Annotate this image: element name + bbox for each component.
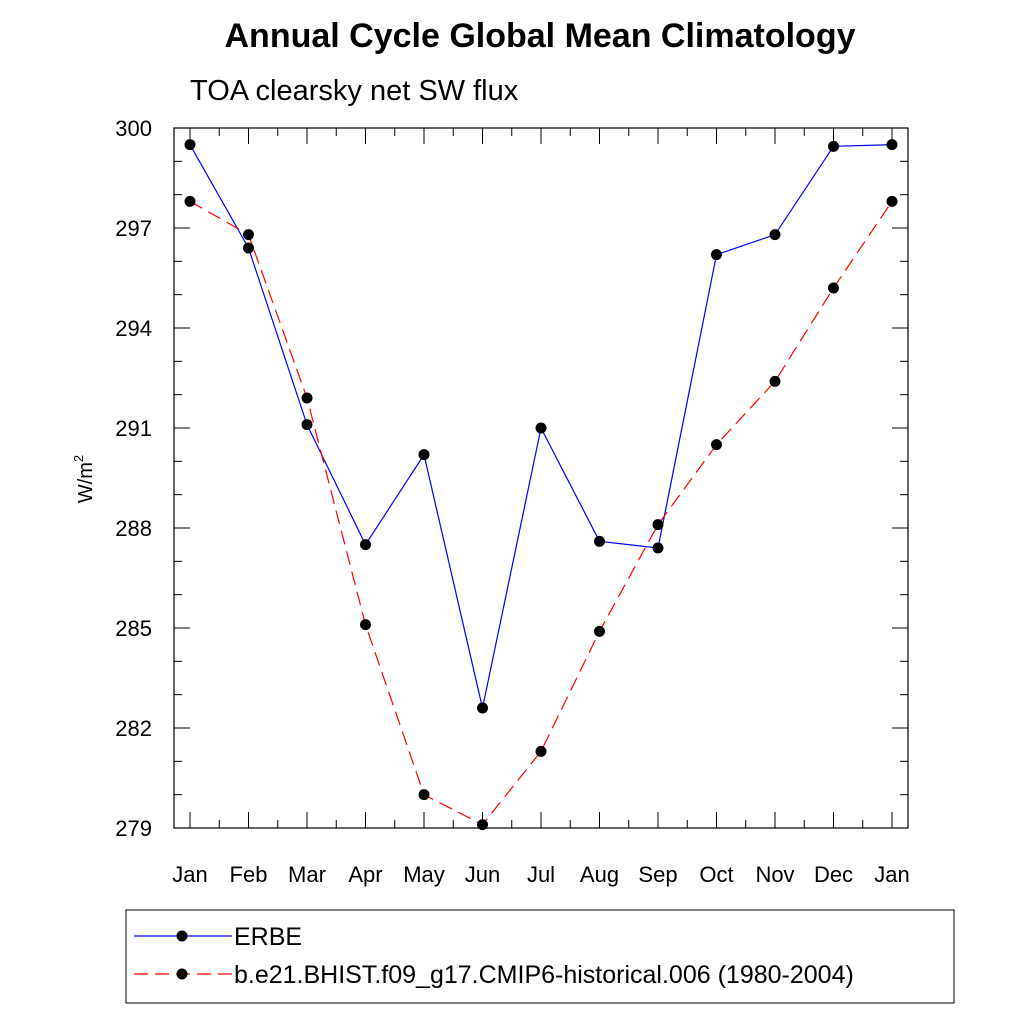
data-point-series-0 — [652, 542, 664, 554]
x-tick-label: Mar — [288, 862, 326, 887]
x-tick-label: Jan — [172, 862, 207, 887]
plot-frame — [173, 127, 909, 829]
data-point-series-1 — [886, 195, 898, 207]
data-point-series-0 — [769, 229, 781, 241]
x-tick-label: Jun — [465, 862, 500, 887]
y-tick-labels: 279 282 285 288 291 294 297 300 — [115, 116, 152, 841]
legend-label-0: ERBE — [234, 923, 302, 951]
y-tick-label: 288 — [115, 516, 152, 541]
data-point-series-0 — [535, 422, 547, 434]
data-point-series-1 — [418, 789, 430, 801]
y-tick-label: 291 — [115, 416, 152, 441]
data-point-series-0 — [886, 139, 898, 151]
data-point-series-0 — [243, 242, 254, 254]
y-axis-label-superscript: 2 — [71, 455, 86, 462]
data-point-series-0 — [301, 419, 313, 431]
data-point-series-1 — [360, 619, 371, 631]
legend-box — [125, 909, 955, 1004]
legend-marker-0 — [176, 930, 188, 942]
data-point-series-1 — [243, 229, 254, 241]
data-point-series-0 — [711, 249, 722, 261]
data-point-series-1 — [477, 819, 488, 831]
data-point-series-1 — [828, 282, 839, 294]
chart-title: Annual Cycle Global Mean Climatology — [225, 17, 856, 55]
x-tick-label: Dec — [814, 862, 853, 887]
data-point-series-0 — [360, 539, 371, 551]
series-markers — [184, 139, 898, 831]
data-point-series-1 — [769, 375, 781, 387]
x-tick-label: Aug — [580, 862, 619, 887]
series-line-1 — [189, 200, 893, 826]
data-point-series-0 — [594, 535, 605, 547]
x-tick-labels: Jan Feb Mar Apr May Jun Jul Aug Sep Oct Nov Dec Jan — [172, 862, 909, 887]
legend-marker-1 — [176, 968, 188, 980]
y-axis-label: W/m — [75, 462, 97, 503]
data-point-series-1 — [184, 195, 196, 207]
data-point-series-1 — [535, 745, 547, 757]
x-tick-label: Jan — [874, 862, 909, 887]
legend-label-1: b.e21.BHIST.f09_g17.CMIP6-historical.006… — [234, 961, 854, 989]
axis-ticks — [174, 127, 908, 829]
x-tick-label: Apr — [348, 862, 382, 887]
series-lines — [189, 144, 893, 826]
legend: ERBE b.e21.BHIST.f09_g17.CMIP6-historical… — [125, 909, 955, 1004]
data-point-series-1 — [301, 392, 313, 404]
x-tick-label: Feb — [230, 862, 268, 887]
y-tick-label: 294 — [115, 316, 152, 341]
chart-subtitle: TOA clearsky net SW flux — [190, 75, 519, 107]
y-tick-label: 297 — [115, 216, 152, 241]
x-tick-label: Nov — [755, 862, 794, 887]
data-point-series-1 — [652, 519, 664, 531]
data-point-series-1 — [594, 625, 605, 637]
x-tick-label: Sep — [638, 862, 677, 887]
data-point-series-0 — [418, 449, 430, 461]
data-point-series-0 — [477, 702, 488, 714]
data-point-series-0 — [184, 139, 196, 151]
x-tick-label: Oct — [699, 862, 733, 887]
data-point-series-0 — [828, 140, 839, 152]
y-tick-label: 279 — [115, 816, 152, 841]
y-axis-title: W/m2 — [71, 455, 97, 503]
x-tick-label: Jul — [527, 862, 555, 887]
y-tick-label: 300 — [115, 116, 152, 141]
data-point-series-1 — [711, 439, 722, 451]
svg-text:W/m2: W/m2 — [71, 455, 97, 503]
y-tick-label: 285 — [115, 616, 152, 641]
x-tick-label: May — [403, 862, 445, 887]
y-tick-label: 282 — [115, 716, 152, 741]
